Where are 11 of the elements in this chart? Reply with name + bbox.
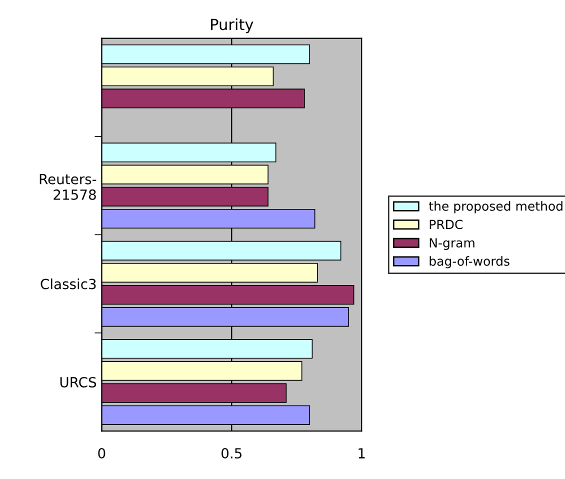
x-tick-label: 0.5 (222, 448, 242, 459)
legend-label: N-gram (430, 238, 474, 250)
legend-label: the proposed method (428, 201, 562, 214)
legend-label: bag-of-words (430, 256, 510, 268)
y-tick-label: Reuters- 21578 (40, 174, 96, 200)
x-tick-label: 0 (98, 448, 106, 459)
chart-title: Purity (211, 18, 254, 34)
y-tick-label: Classic3 (40, 278, 96, 290)
legend-label: PRDC (430, 220, 463, 230)
y-tick-label: URCS (60, 376, 96, 388)
x-tick-label: 1 (358, 448, 365, 458)
